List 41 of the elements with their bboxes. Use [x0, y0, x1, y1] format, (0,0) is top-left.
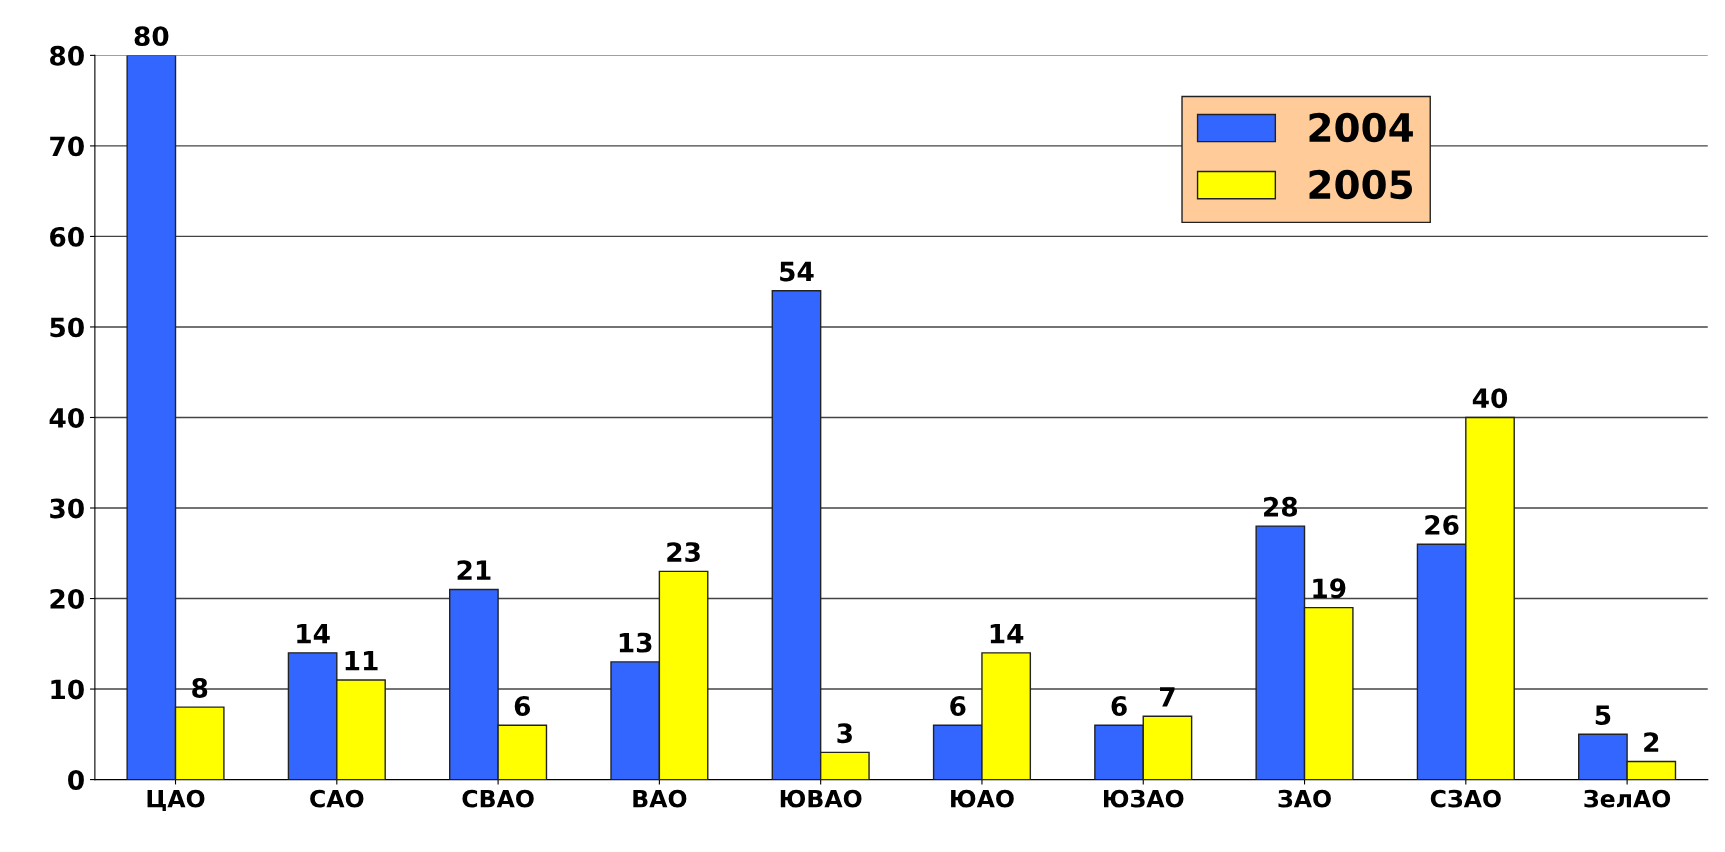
y-tick-label: 50: [50, 317, 84, 338]
data-label: 5: [1595, 705, 1611, 726]
x-tick-label: ЮЗАО: [1103, 789, 1184, 808]
data-label: 7: [1160, 687, 1175, 707]
x-tick-label: СВАО: [462, 789, 534, 808]
legend-label: 2004: [1309, 112, 1413, 143]
data-label: 40: [1472, 388, 1508, 409]
x-tick-label: СЗАО: [1430, 789, 1501, 808]
data-label: 8: [192, 677, 208, 698]
data-label: 19: [1313, 578, 1346, 599]
data-label: 14: [297, 623, 330, 644]
x-tick-label: ВАО: [633, 789, 687, 808]
data-label: 3: [837, 723, 852, 744]
data-label: 26: [1425, 514, 1459, 535]
y-tick-label: 0: [68, 770, 84, 790]
y-tick-label: 10: [51, 679, 84, 700]
x-tick-label: ЗелАО: [1584, 789, 1671, 808]
data-label: 54: [780, 261, 814, 282]
x-tick-label: ЗАО: [1278, 789, 1331, 808]
x-tick-label: ЮАО: [951, 789, 1014, 808]
y-tick-label: 20: [50, 588, 84, 609]
data-label: 6: [950, 696, 966, 716]
data-label: 13: [619, 632, 652, 653]
x-tick-label: САО: [310, 789, 364, 808]
x-tick-label: ЦАО: [147, 789, 205, 811]
data-label: 2: [1644, 732, 1659, 752]
data-label: 11: [345, 651, 378, 671]
data-label: 28: [1264, 496, 1298, 517]
y-tick-label: 70: [50, 136, 84, 157]
y-tick-label: 40: [49, 407, 84, 428]
y-tick-label: 30: [50, 498, 84, 519]
data-label: 6: [1111, 696, 1127, 716]
data-label: 6: [514, 696, 531, 716]
legend-label: 2005: [1309, 169, 1412, 200]
data-label: 21: [457, 560, 491, 580]
data-label: 80: [134, 26, 169, 47]
y-tick-label: 60: [50, 226, 84, 247]
x-tick-label: ЮВАО: [780, 789, 862, 808]
data-label: 14: [990, 623, 1024, 644]
data-label: 23: [667, 542, 700, 563]
y-tick-label: 80: [50, 45, 84, 66]
